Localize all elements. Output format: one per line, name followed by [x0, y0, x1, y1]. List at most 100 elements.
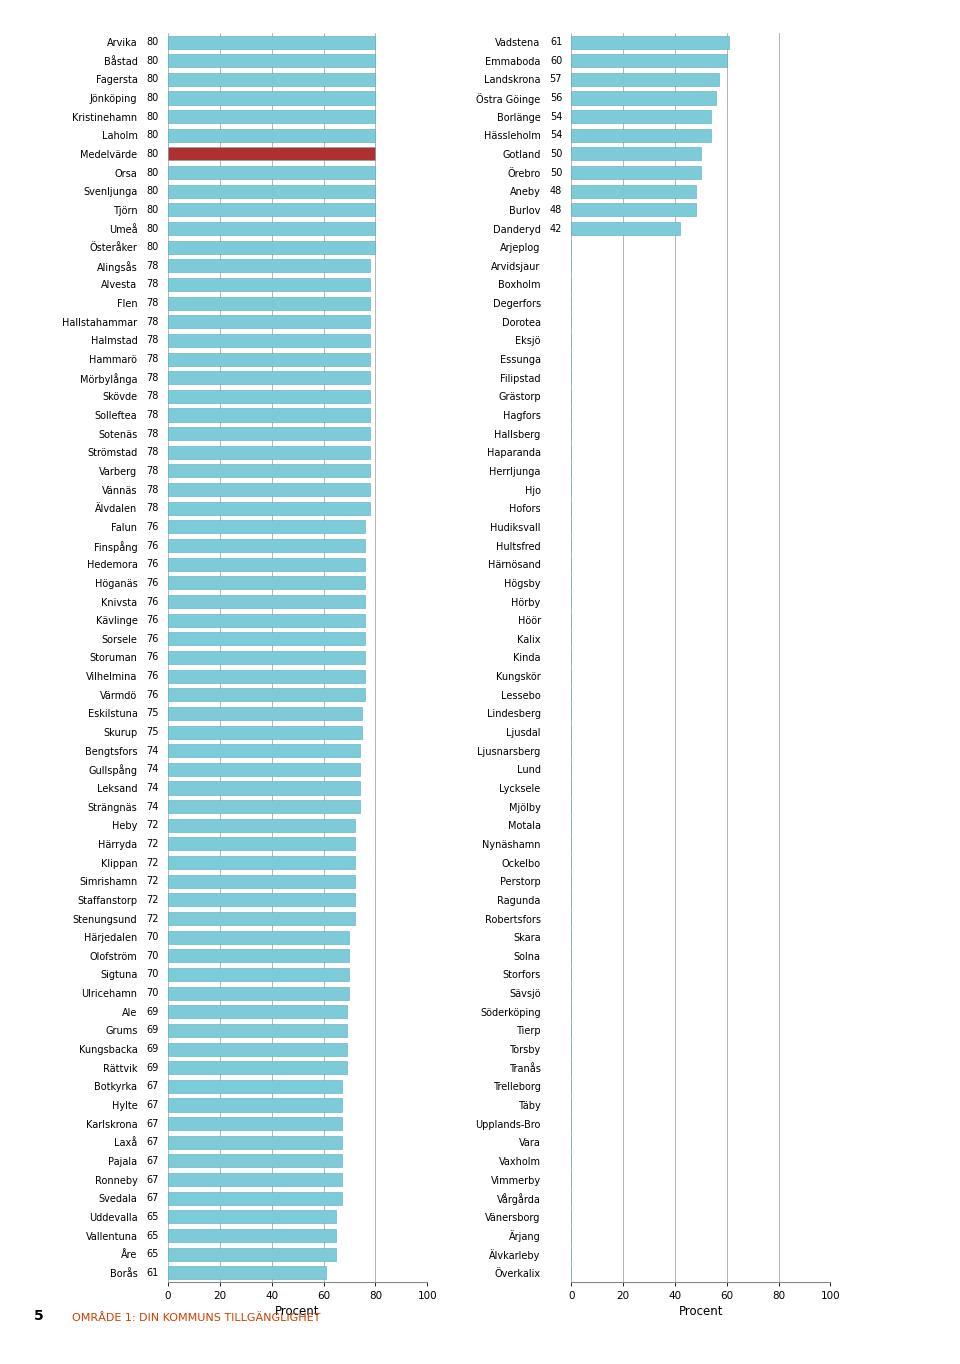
Text: 72: 72 [147, 839, 159, 848]
Text: 42: 42 [550, 224, 563, 233]
Bar [168, 1229, 337, 1243]
Bar [571, 166, 701, 179]
Bar [168, 1154, 342, 1168]
Text: 78: 78 [147, 261, 159, 271]
Bar [168, 55, 375, 67]
Bar [168, 782, 360, 794]
Bar [168, 633, 365, 645]
Bar [168, 166, 375, 179]
Text: 76: 76 [147, 652, 159, 663]
Text: 72: 72 [147, 820, 159, 831]
Text: 50: 50 [550, 149, 563, 160]
Bar [571, 222, 680, 235]
Bar [168, 446, 371, 458]
Bar [168, 651, 365, 664]
Bar [571, 72, 719, 86]
Text: 78: 78 [147, 355, 159, 364]
Bar [168, 1024, 347, 1037]
Bar [168, 1042, 347, 1056]
Bar [168, 1080, 342, 1093]
Text: 78: 78 [147, 299, 159, 308]
X-axis label: Procent: Procent [276, 1305, 320, 1319]
Bar [168, 837, 354, 851]
Bar [168, 91, 375, 105]
Bar [168, 874, 354, 888]
Text: 69: 69 [147, 1007, 159, 1016]
Text: 67: 67 [147, 1174, 159, 1184]
Bar [168, 110, 375, 123]
Bar [168, 930, 349, 944]
Text: 65: 65 [147, 1249, 159, 1259]
Bar [168, 1192, 342, 1204]
Text: 70: 70 [147, 988, 159, 998]
Text: 76: 76 [147, 615, 159, 625]
Bar [571, 184, 696, 198]
Text: 76: 76 [147, 596, 159, 607]
Bar [168, 240, 375, 254]
Text: 69: 69 [147, 1026, 159, 1035]
Text: 80: 80 [147, 75, 159, 85]
Text: 69: 69 [147, 1043, 159, 1054]
Text: 80: 80 [147, 205, 159, 216]
Text: 70: 70 [147, 932, 159, 943]
Bar [168, 707, 362, 720]
Bar [168, 315, 371, 329]
Bar [168, 464, 371, 477]
Bar [168, 1173, 342, 1187]
Text: 76: 76 [147, 634, 159, 644]
Text: 48: 48 [550, 187, 563, 196]
Text: 80: 80 [147, 112, 159, 121]
Bar [168, 857, 354, 869]
Text: 76: 76 [147, 540, 159, 551]
Text: 78: 78 [147, 484, 159, 495]
Bar [168, 259, 371, 273]
Text: 75: 75 [147, 727, 159, 737]
Text: 60: 60 [550, 56, 563, 65]
Text: 78: 78 [147, 466, 159, 476]
Bar [168, 502, 371, 514]
Bar [168, 1266, 326, 1279]
Text: 69: 69 [147, 1063, 159, 1072]
Text: 74: 74 [147, 764, 159, 775]
Bar [168, 818, 354, 832]
Bar [168, 147, 375, 161]
Text: 61: 61 [550, 37, 563, 48]
Bar [168, 72, 375, 86]
Text: 56: 56 [550, 93, 563, 104]
Text: 76: 76 [147, 671, 159, 681]
Text: 67: 67 [147, 1194, 159, 1203]
Text: 76: 76 [147, 578, 159, 588]
Text: 80: 80 [147, 56, 159, 65]
Text: 80: 80 [147, 37, 159, 48]
Text: 78: 78 [147, 336, 159, 345]
Text: 80: 80 [147, 224, 159, 233]
Bar [168, 184, 375, 198]
Text: 72: 72 [147, 858, 159, 868]
Bar [571, 203, 696, 217]
Text: 61: 61 [147, 1267, 159, 1278]
Text: 80: 80 [147, 243, 159, 252]
Text: 70: 70 [147, 951, 159, 960]
Text: 80: 80 [147, 149, 159, 160]
Bar [168, 35, 375, 49]
Text: 80: 80 [147, 187, 159, 196]
Bar [168, 427, 371, 441]
Text: 72: 72 [147, 914, 159, 923]
Bar [168, 483, 371, 496]
Bar [168, 521, 365, 533]
Text: 65: 65 [147, 1211, 159, 1222]
Text: 78: 78 [147, 447, 159, 457]
Bar [168, 913, 354, 925]
Text: 67: 67 [147, 1155, 159, 1166]
Bar [168, 203, 375, 217]
Text: 67: 67 [147, 1138, 159, 1147]
Text: 78: 78 [147, 280, 159, 289]
Text: 80: 80 [147, 131, 159, 140]
Text: 75: 75 [147, 708, 159, 719]
Bar [168, 278, 371, 291]
Bar [571, 35, 730, 49]
Bar [168, 222, 375, 235]
Text: 48: 48 [550, 205, 563, 216]
Text: 54: 54 [550, 112, 563, 121]
Text: 50: 50 [550, 168, 563, 177]
